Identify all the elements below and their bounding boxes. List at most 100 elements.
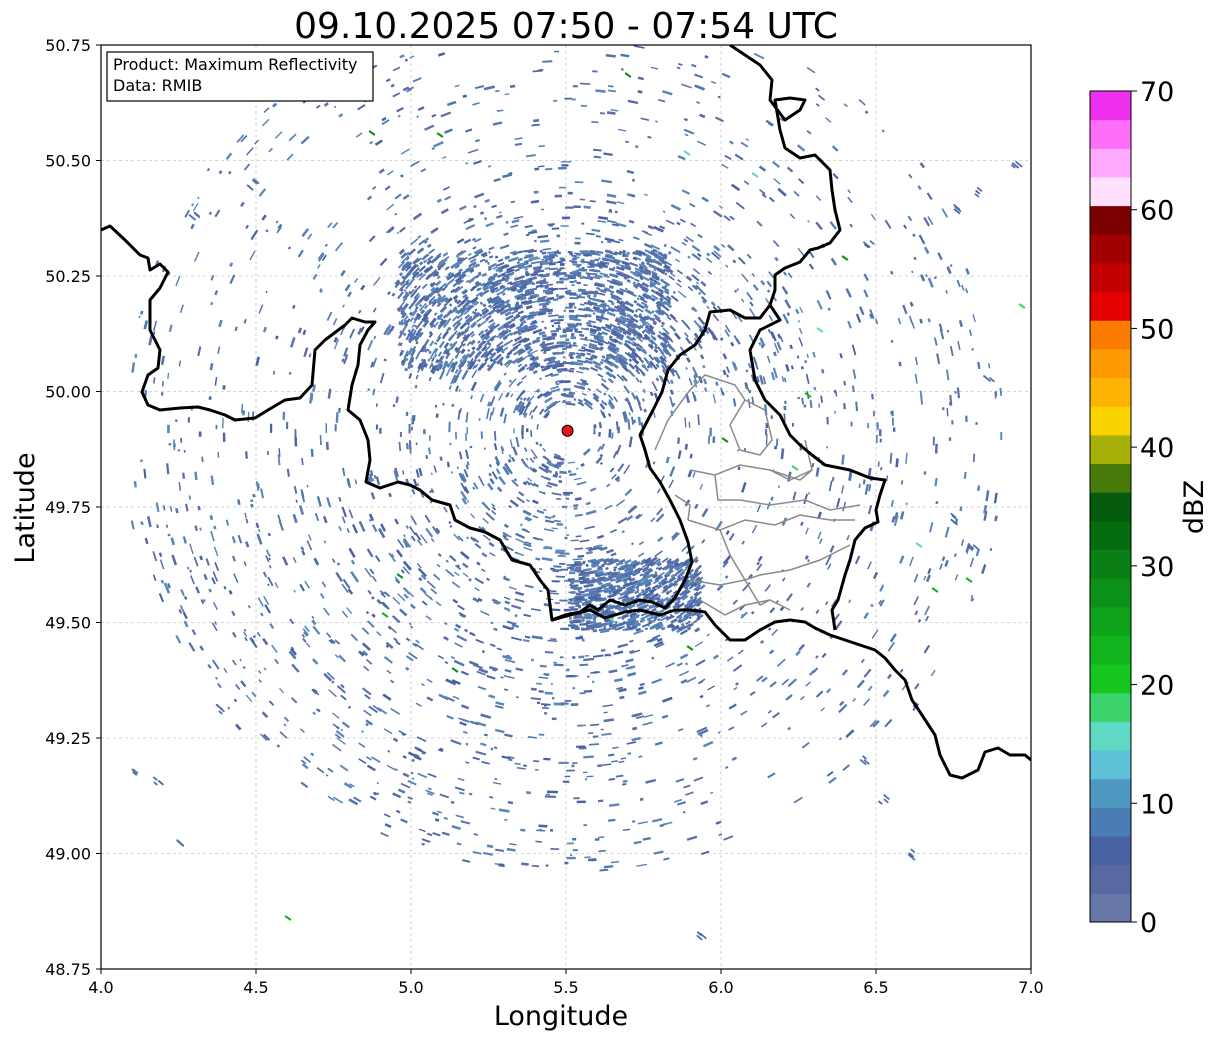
echo-pixel [131,768,137,774]
echo-pixel [616,322,621,326]
echo-pixel [721,163,729,169]
echo-pixel [793,796,803,804]
echo-pixel [630,352,637,358]
echo-pixel [967,545,974,552]
echo-pixel [300,759,307,765]
echo-pixel [152,377,156,384]
echo-pixel [532,515,539,519]
echo-pixel [383,656,393,664]
echo-pixel [881,129,885,133]
echo-pixel [254,139,260,145]
echo-pixel [685,791,694,796]
echo-pixel [506,847,516,852]
echo-pixel [936,353,941,365]
echo-pixel [631,588,635,592]
echo-pixel [681,319,690,329]
echo-pixel [603,561,608,566]
echo-pixel [604,287,611,291]
echo-pixel [613,396,619,403]
echo-pixel [867,505,873,515]
echo-pixel [596,534,605,539]
echo-pixel [462,859,471,863]
echo-pixel [403,289,407,292]
echo-pixel [193,251,200,262]
echo-pixel [769,649,775,655]
echo-pixel [539,281,549,285]
echo-pixel [460,482,467,492]
echo-pixel [594,282,604,286]
echo-pixel [424,592,434,601]
echo-pixel [610,331,615,335]
echo-pixel [920,274,926,282]
echo-pixel [713,654,719,660]
echo-pixel [744,382,749,390]
echo-pixel [661,285,670,293]
echo-pixel [699,113,706,119]
echo-pixel [534,268,542,273]
echo-pixel [462,562,469,569]
echo-pixel [493,746,498,750]
echo-pixel [631,336,637,341]
echo-pixel [644,568,653,576]
echo-pixel [786,593,793,602]
echo-pixel [265,290,268,294]
echo-pixel [730,341,735,347]
echo-pixel [414,643,425,651]
echo-pixel [589,330,597,335]
echo-pixel [707,435,711,444]
echo-pixel [519,523,523,527]
echo-pixel [490,337,495,342]
echo-pixel [331,743,342,752]
echo-pixel [521,293,528,297]
echo-pixel [646,615,655,622]
echo-pixel [597,564,605,569]
echo-pixel [531,864,540,868]
echo-pixel [677,618,682,623]
echo-pixel [740,710,748,716]
y-tick-label: 48.75 [45,960,91,979]
echo-pixel [158,552,163,557]
echo-pixel [776,341,782,351]
echo-pixel [834,390,838,397]
echo-pixel [641,348,648,355]
echo-pixel [606,111,616,115]
echo-pixel [699,584,706,590]
echo-pixel [392,92,401,98]
echo-pixel [494,345,501,351]
echo-pixel [283,723,287,727]
echo-pixel [495,344,504,352]
echo-pixel [660,324,664,328]
echo-pixel [229,262,234,268]
echo-pixel [908,315,913,324]
echo-pixel [988,363,991,369]
echo-pixel [504,818,508,821]
echo-pixel [241,403,244,414]
echo-pixel [493,600,500,606]
echo-pixel [410,515,418,526]
echo-pixel [242,666,246,670]
echo-pixel [521,528,530,534]
echo-pixel [985,377,992,383]
echo-pixel [176,838,181,844]
echo-pixel [443,302,448,307]
echo-pixel [640,117,650,121]
echo-pixel [458,268,463,273]
echo-pixel [641,321,650,328]
echo-pixel [706,633,710,637]
echo-pixel [622,249,626,253]
echo-pixel [542,248,552,251]
echo-pixel [454,786,465,792]
echo-pixel [580,580,588,585]
echo-pixel [670,294,679,302]
echo-pixel [523,613,532,618]
echo-pixel [503,607,510,612]
echo-pixel [732,398,737,407]
echo-pixel [465,464,469,470]
echo-pixel [546,401,556,409]
echo-pixel [584,600,592,604]
echo-pixel [643,267,652,274]
echo-pixel [450,366,456,373]
echo-pixel [608,604,612,608]
echo-pixel [767,709,773,714]
echo-pixel [758,165,767,172]
